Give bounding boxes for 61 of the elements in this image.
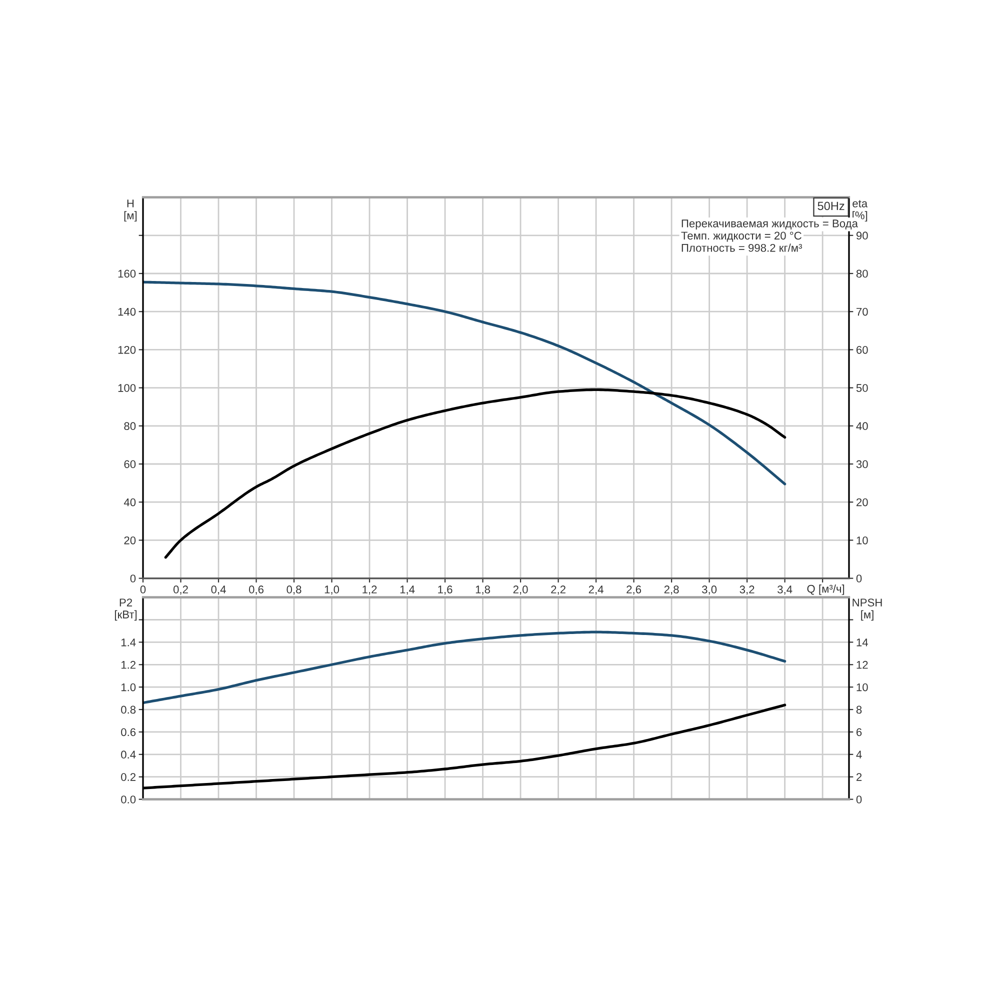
y-tick-label: 0.2 — [121, 773, 136, 781]
y2-tick-label: 2 — [856, 773, 862, 781]
y-tick-label: 100 — [118, 384, 136, 392]
y-tick-label: 1.0 — [121, 683, 136, 692]
y2-tick-label: 10 — [856, 683, 868, 692]
x-tick-label: 1,2 — [362, 586, 377, 595]
x-tick-label: 1,6 — [438, 586, 452, 595]
x-tick-label: 2,4 — [588, 586, 604, 595]
y-tick-label: 140 — [118, 308, 136, 316]
x-tick-label: 0,2 — [173, 586, 188, 595]
x-tick-label: 3,0 — [702, 586, 717, 595]
y-axis-title: P2 [кВт] — [114, 598, 137, 621]
annotation: Перекачиваемая жидкость = Вода — [682, 220, 858, 230]
y-tick-label: 0.8 — [121, 706, 136, 714]
y2-tick-label: 30 — [856, 460, 868, 468]
y2-tick-label: 70 — [856, 308, 868, 316]
y2-tick-label: 0 — [856, 574, 862, 582]
annotation: Плотность = 998.2 кг/м³ — [682, 244, 802, 252]
y2-tick-label: 12 — [856, 660, 868, 669]
y-tick-label: 0.4 — [121, 750, 136, 759]
y-axis-title: H [м] — [124, 200, 137, 222]
y2-tick-label: 8 — [856, 706, 862, 714]
y2-tick-label: 20 — [856, 498, 868, 506]
y-tick-label: 40 — [124, 498, 136, 506]
x-tick-label: 1,0 — [324, 586, 340, 595]
x-tick-label: 3,2 — [740, 586, 754, 595]
x-tick-label: 2,8 — [664, 586, 679, 595]
y2-tick-label: 14 — [856, 638, 868, 646]
y-tick-label: 60 — [124, 460, 136, 468]
y2-tick-label: 10 — [856, 536, 868, 544]
x-axis-title: Q [м³/ч] — [807, 584, 844, 595]
y-tick-label: 1.4 — [121, 638, 136, 646]
y2-tick-label: 50 — [856, 384, 868, 392]
y2-axis-title: NPSH [м] — [852, 598, 882, 621]
chart-title: 50Hz — [818, 202, 844, 210]
x-tick-label: 1,8 — [476, 586, 490, 595]
y2-tick-label: 60 — [856, 346, 868, 354]
y2-tick-label: 80 — [856, 270, 868, 278]
y-tick-label: 20 — [124, 536, 136, 544]
x-tick-label: 0,6 — [248, 586, 264, 595]
y2-tick-label: 4 — [856, 750, 862, 758]
annotation: Темп. жидкости = 20 °C — [681, 232, 802, 242]
x-tick-label: 2,0 — [513, 586, 528, 595]
y-tick-label: 1.2 — [121, 660, 136, 669]
x-tick-label: 2,6 — [626, 586, 642, 595]
y2-tick-label: 6 — [856, 728, 862, 736]
y-tick-label: 0 — [130, 574, 136, 582]
y2-tick-label: 90 — [856, 232, 868, 240]
x-tick-label: 2,2 — [551, 586, 566, 595]
y-tick-label: 80 — [124, 422, 136, 430]
x-tick-label: 0,4 — [211, 586, 226, 595]
y-tick-label: 120 — [118, 346, 136, 354]
x-tick-label: 3,4 — [778, 586, 792, 595]
y-tick-label: 0.0 — [121, 796, 136, 804]
y-tick-label: 160 — [118, 270, 136, 278]
x-tick-label: 0,8 — [286, 586, 302, 595]
y2-tick-label: 40 — [856, 422, 868, 430]
y2-tick-label: 0 — [856, 796, 862, 804]
y-tick-label: 0.6 — [121, 728, 136, 736]
x-tick-label: 0 — [140, 586, 146, 594]
x-tick-label: 1,4 — [400, 586, 415, 595]
